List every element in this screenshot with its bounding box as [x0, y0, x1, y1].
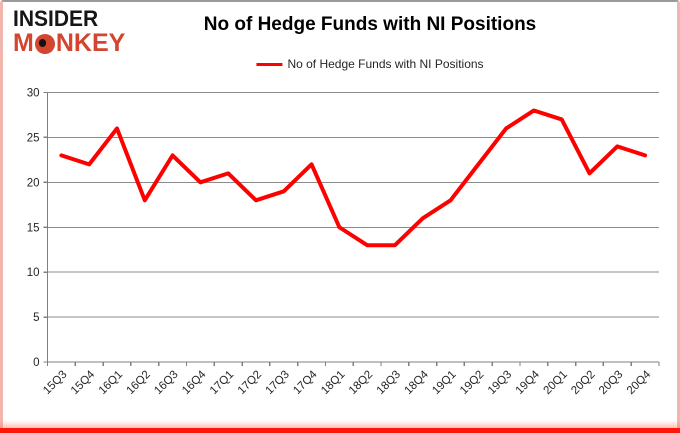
svg-text:18Q2: 18Q2	[347, 369, 375, 397]
svg-text:17Q4: 17Q4	[291, 368, 320, 397]
bottom-red-bar	[0, 428, 680, 433]
svg-text:20Q1: 20Q1	[541, 369, 569, 397]
chart-title: No of Hedge Funds with NI Positions	[203, 14, 537, 35]
svg-text:16Q4: 16Q4	[180, 368, 209, 397]
svg-text:19Q3: 19Q3	[486, 369, 514, 397]
svg-text:17Q1: 17Q1	[208, 369, 236, 397]
svg-text:30: 30	[27, 88, 40, 100]
gridlines	[47, 92, 659, 318]
svg-text:16Q3: 16Q3	[152, 369, 180, 397]
svg-text:5: 5	[33, 312, 39, 324]
svg-text:17Q3: 17Q3	[263, 369, 291, 397]
axes	[43, 91, 660, 366]
svg-text:20Q4: 20Q4	[625, 368, 654, 397]
svg-text:19Q1: 19Q1	[430, 369, 458, 397]
svg-text:19Q2: 19Q2	[458, 369, 486, 397]
svg-text:16Q1: 16Q1	[97, 369, 125, 397]
svg-text:18Q1: 18Q1	[319, 369, 347, 397]
svg-text:18Q3: 18Q3	[375, 369, 403, 397]
svg-text:25: 25	[27, 132, 40, 144]
svg-text:16Q2: 16Q2	[125, 369, 153, 397]
svg-text:0: 0	[33, 357, 39, 369]
svg-text:20Q2: 20Q2	[569, 369, 597, 397]
series-line-hedge-funds	[59, 108, 648, 248]
svg-text:10: 10	[27, 267, 40, 279]
svg-text:15Q3: 15Q3	[41, 369, 69, 397]
legend-line-swatch	[256, 62, 283, 66]
svg-text:17Q2: 17Q2	[236, 369, 264, 397]
y-axis-labels: 0 5 10 15 20 25 30	[27, 88, 40, 370]
svg-text:18Q4: 18Q4	[402, 368, 431, 397]
x-axis-labels: 15Q3 15Q4 16Q1 16Q2 16Q3 16Q4 17Q1 17Q2 17Q3 17Q4…	[41, 368, 654, 397]
svg-text:15: 15	[27, 222, 40, 234]
svg-text:20: 20	[27, 177, 40, 189]
svg-text:19Q4: 19Q4	[514, 368, 543, 397]
legend-label: No of Hedge Funds with NI Positions	[287, 57, 484, 71]
chart-legend: No of Hedge Funds with NI Positions	[256, 57, 484, 71]
svg-text:20Q3: 20Q3	[597, 369, 625, 397]
logo-text-insider: INSIDER	[13, 6, 99, 32]
svg-text:15Q4: 15Q4	[69, 368, 98, 397]
monkey-face-icon	[34, 33, 55, 54]
